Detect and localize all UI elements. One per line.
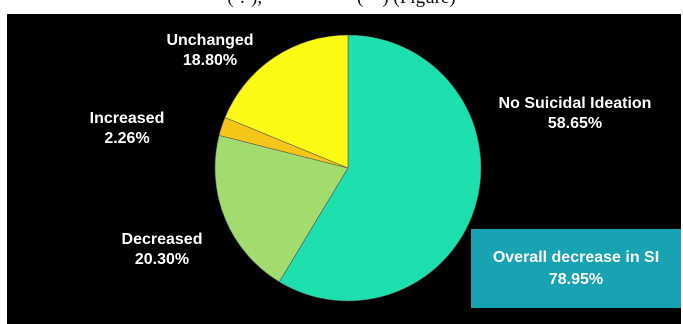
partial-caption-text: (·.·), ··· ··· ··· ···(···) (Figure) <box>0 0 683 9</box>
slice-value: 58.65% <box>547 115 603 132</box>
pie-slice-unchanged <box>224 34 349 169</box>
slice-value: 20.30% <box>134 251 190 268</box>
pie-slice-decreased <box>214 135 349 283</box>
slice-value: 18.80% <box>182 52 238 69</box>
callout-value: 78.95% <box>548 270 604 288</box>
pie-chart <box>214 34 482 302</box>
label-decreased: Decreased 20.30% <box>102 230 222 270</box>
overall-decrease-callout: Overall decrease in SI 78.95% <box>471 229 681 308</box>
chart-panel: No Suicidal Ideation 58.65% Decreased 20… <box>7 14 681 324</box>
pie-slice-no-suicidal-ideation <box>278 34 482 302</box>
label-increased: Increased 2.26% <box>77 109 177 149</box>
slice-value: 2.26% <box>104 130 150 147</box>
label-unchanged: Unchanged 18.80% <box>150 31 270 71</box>
slice-label: Unchanged <box>166 32 254 49</box>
label-no-suicidal-ideation: No Suicidal Ideation 58.65% <box>490 94 660 134</box>
callout-title: Overall decrease in SI <box>492 248 660 266</box>
slice-label: No Suicidal Ideation <box>498 95 652 112</box>
slice-label: Increased <box>89 110 165 127</box>
slice-label: Decreased <box>121 231 203 248</box>
